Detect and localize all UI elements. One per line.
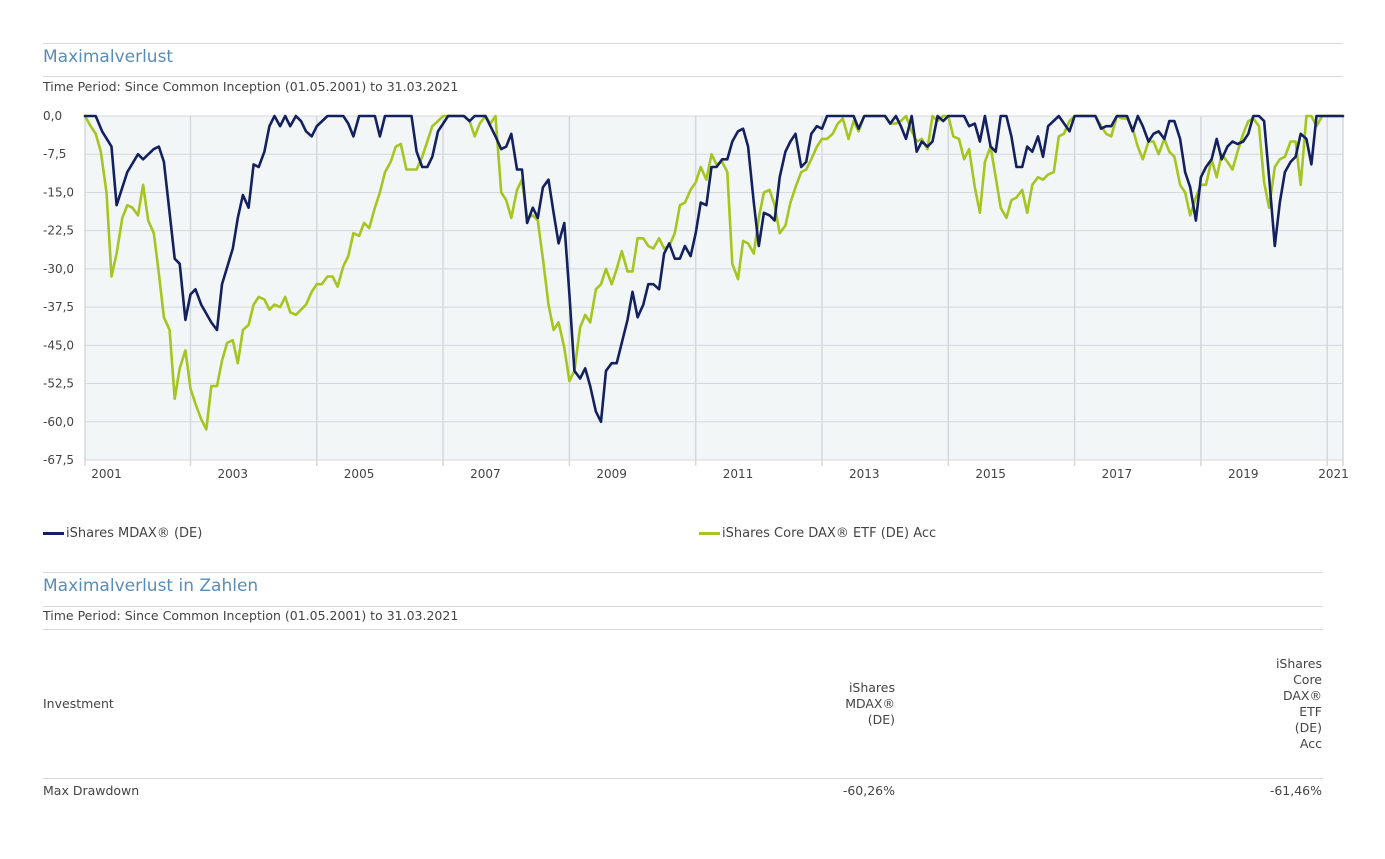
header-dax-line: (DE) [1294,720,1322,735]
x-tick-label: 2009 [596,467,627,481]
header-dax-line: Core [1293,672,1322,687]
y-tick-label: -60,0 [43,415,74,429]
y-tick-label: -45,0 [43,338,74,352]
header-mdax-line: MDAX® [845,696,895,711]
table-title-divider [43,606,1323,607]
row-value-dax: -61,46% [1269,783,1322,798]
x-tick-label: 2021 [1318,467,1349,481]
table-subtitle: Time Period: Since Common Inception (01.… [43,608,459,623]
x-tick-label: 2019 [1228,467,1259,481]
chart-title: Maximalverlust [43,47,174,67]
table-header-mdax: iShares MDAX® (DE) [845,680,895,728]
top-divider [43,43,1343,44]
table-title: Maximalverlust in Zahlen [43,576,259,596]
legend-item-mdax[interactable]: iShares MDAX® (DE) [43,526,202,541]
x-tick-label: 2005 [344,467,375,481]
title-divider [43,76,1343,77]
table-header-dax: iShares Core DAX® ETF (DE) Acc [1276,656,1322,752]
row-value-mdax: -60,26% [842,783,895,798]
table-top-divider [43,572,1323,573]
legend-item-dax[interactable]: iShares Core DAX® ETF (DE) Acc [699,526,936,541]
x-tick-label: 2015 [975,467,1006,481]
series-line-mdax [83,114,1345,424]
header-mdax-line: iShares [848,680,895,695]
chart-subtitle: Time Period: Since Common Inception (01.… [43,79,459,94]
y-tick-label: -52,5 [43,377,74,391]
y-tick-label: -30,0 [43,262,74,276]
table-subtitle-divider [43,629,1323,630]
drawdown-chart: 0,0 -7,5 -15,0 -22,5 -30,0 -37,5 -45,0 -52,5 -60… [43,109,1349,481]
row-label-max-drawdown: Max Drawdown [43,783,140,798]
header-dax-line: Acc [1299,736,1322,751]
legend-swatch-dax [699,532,720,535]
x-tick-label: 2017 [1102,467,1133,481]
y-tick-label: -37,5 [43,300,74,314]
x-tick-label: 2007 [470,467,501,481]
x-tick-label: 2003 [218,467,249,481]
legend-swatch-mdax [43,532,64,535]
legend-label-dax: iShares Core DAX® ETF (DE) Acc [722,526,937,541]
header-dax-line: iShares [1275,656,1322,671]
header-dax-line: DAX® [1282,688,1322,703]
y-tick-label: -67,5 [43,453,74,467]
x-tick-label: 2013 [849,467,880,481]
y-tick-label: -15,0 [43,185,74,199]
y-tick-label: -22,5 [43,224,74,238]
table-header-investment: Investment [43,696,114,711]
y-tick-label: 0,0 [43,109,62,123]
y-tick-label: -7,5 [43,147,66,161]
header-mdax-line: (DE) [867,712,895,727]
x-tick-label: 2011 [723,467,754,481]
plot-background [85,116,1343,460]
table-header-divider [43,778,1323,779]
x-tick-label: 2001 [91,467,122,481]
header-dax-line: ETF [1299,704,1322,719]
legend-label-mdax: iShares MDAX® (DE) [66,526,203,541]
